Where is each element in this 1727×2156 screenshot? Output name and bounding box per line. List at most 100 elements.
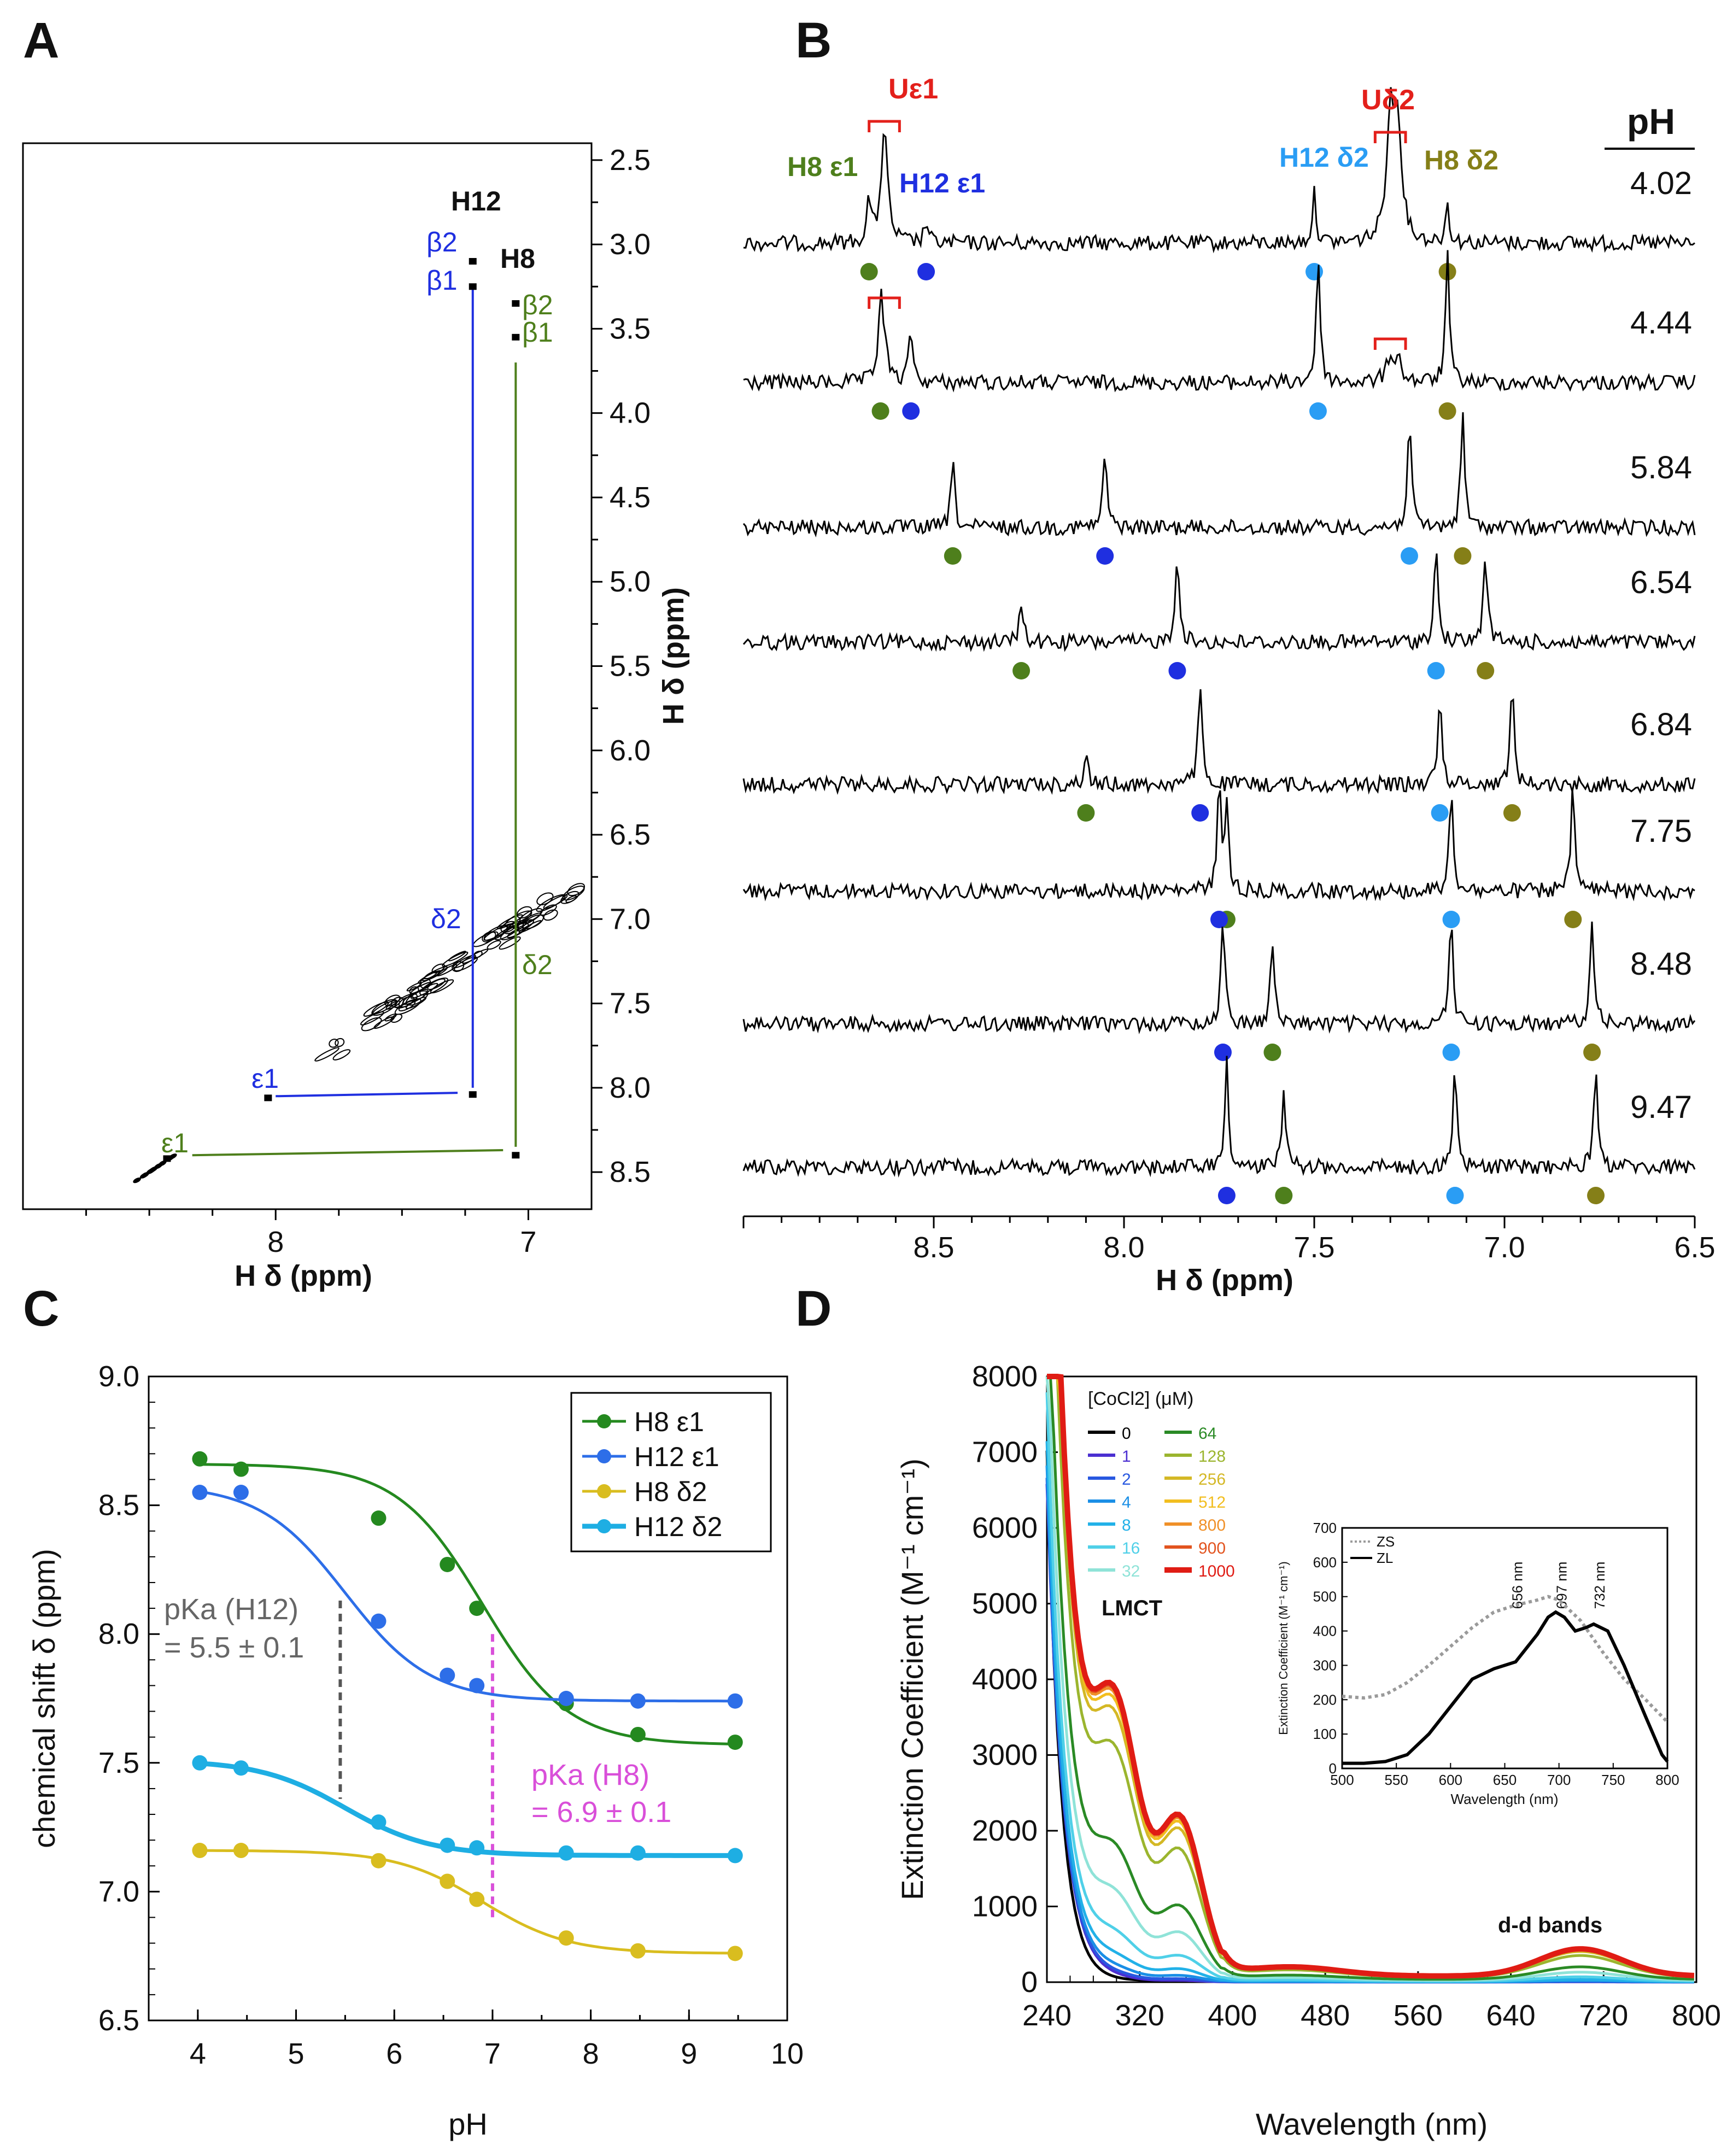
panel-label-b: B xyxy=(795,13,832,68)
diagonal-contour xyxy=(406,982,422,992)
panel-d-x-tick-label: 720 xyxy=(1579,1999,1628,2032)
data-point-3 xyxy=(630,1845,646,1861)
panel-b-x-label: H δ (ppm) xyxy=(1156,1264,1293,1297)
diagonal-contour xyxy=(454,956,478,971)
peak-marker-h12d2 xyxy=(1442,1044,1460,1061)
diagonal-contour xyxy=(499,936,521,950)
peak-marker-h8d2 xyxy=(1503,804,1521,822)
panel-a-y-tick-label: 2.5 xyxy=(610,144,651,177)
diagonal-contour xyxy=(424,970,438,980)
panel-d-y-tick-label: 6000 xyxy=(972,1511,1038,1544)
inset-y-tick-label: 0 xyxy=(1329,1760,1337,1777)
panel-d-y-label: Extinction Coefficient (M⁻¹ cm⁻¹) xyxy=(895,1458,929,1900)
inset-frame xyxy=(1341,1527,1669,1770)
u-d2-bracket xyxy=(1373,337,1407,350)
panel-d-x-tick-label: 240 xyxy=(1022,1999,1072,2032)
cross-peak xyxy=(264,1094,272,1102)
data-point-1 xyxy=(469,1678,485,1694)
panel-c-y-tick-label: 8.5 xyxy=(98,1489,139,1522)
legend-label-11: 800 xyxy=(1198,1516,1226,1534)
diagonal-contour xyxy=(442,951,469,967)
h12-b2-label: β2 xyxy=(426,227,458,257)
spectrum-ph-label: 7.75 xyxy=(1630,813,1692,849)
diagonal-contour xyxy=(332,1049,351,1061)
panel-c-frame xyxy=(148,1375,788,2022)
panel-a-x-tick-label: 7 xyxy=(520,1226,536,1258)
panel-b-tick-label: 8.0 xyxy=(1103,1231,1144,1264)
label-u-d2: Uδ2 xyxy=(1361,84,1415,116)
panel-b-1d-spectra: 4.02 4.44 5.84 6.54 6.84 7.75 8.48 9.47 H8 ε1 H12… xyxy=(742,73,1716,1297)
inset-x-tick-label: 600 xyxy=(1439,1772,1462,1788)
inset-y-tick-label: 200 xyxy=(1313,1691,1337,1708)
cross-peak xyxy=(469,257,477,265)
legend-label-1: H12 ε1 xyxy=(634,1442,719,1472)
data-point-2 xyxy=(469,1891,485,1907)
legend-label-5: 16 xyxy=(1122,1539,1140,1557)
legend-label-2: 2 xyxy=(1122,1470,1131,1489)
diagonal-contour xyxy=(536,894,566,912)
panel-c-legend: H8 ε1 H12 ε1 H8 δ2 H12 δ2 xyxy=(570,1392,772,1552)
legend-marker-1 xyxy=(597,1449,611,1463)
peak-marker-h12d2 xyxy=(1427,662,1445,679)
inset-x-tick-label: 700 xyxy=(1547,1772,1571,1788)
inset-x-label: Wavelength (nm) xyxy=(1451,1791,1559,1807)
data-point-2 xyxy=(371,1853,387,1868)
panel-d-series xyxy=(1045,1374,1695,1984)
inset-y-label: Extinction Coefficient (M⁻¹ cm⁻¹) xyxy=(1277,1561,1290,1735)
peak-marker-h8e1 xyxy=(1263,1044,1281,1061)
h8-label: H8 xyxy=(500,243,535,274)
diagonal-contour xyxy=(562,886,585,901)
data-point-1 xyxy=(630,1693,646,1709)
inset-legend-label-0: ZS xyxy=(1377,1533,1395,1550)
pka-h12-label-2: = 5.5 ± 0.1 xyxy=(164,1631,304,1664)
spectrum-ph-label: 9.47 xyxy=(1630,1089,1692,1125)
panel-a-y-tick-label: 5.5 xyxy=(610,649,651,682)
label-h12-d2: H12 δ2 xyxy=(1279,142,1369,173)
h12-e1-label: ε1 xyxy=(251,1063,279,1094)
data-point-1 xyxy=(233,1485,249,1501)
u-e1-bracket xyxy=(868,120,901,132)
data-point-3 xyxy=(233,1760,249,1776)
data-point-1 xyxy=(440,1667,455,1683)
h8-b1-label: β1 xyxy=(522,317,553,348)
data-point-2 xyxy=(630,1943,646,1959)
panel-a-y-tick-label: 6.0 xyxy=(610,734,651,767)
panel-c-x-tick-label: 4 xyxy=(190,2037,206,2070)
diagonal-contour xyxy=(453,954,476,969)
data-point-1 xyxy=(192,1485,208,1501)
inset-y-tick-label: 400 xyxy=(1313,1623,1337,1639)
panel-a-frame xyxy=(22,142,593,1210)
peak-marker-h12e1 xyxy=(1168,662,1186,679)
diagonal-contour xyxy=(384,994,401,1006)
data-point-2 xyxy=(727,1946,743,1961)
panel-b-x-axis: 8.5 8.0 7.5 7.0 6.5 xyxy=(742,1215,1716,1264)
spectrum-line xyxy=(742,788,1695,901)
inset-x-tick-label: 500 xyxy=(1330,1772,1354,1788)
diagonal-contour xyxy=(361,1017,382,1032)
panel-c-y-tick-label: 6.5 xyxy=(98,2004,139,2037)
spectrum-ph-label: 6.54 xyxy=(1630,565,1692,600)
data-point-3 xyxy=(469,1840,485,1856)
panel-d-y-tick-label: 0 xyxy=(1021,1966,1038,1999)
diagonal-contour xyxy=(487,940,501,950)
spectrum-line xyxy=(743,87,1695,254)
peak-marker-h8d2 xyxy=(1477,662,1495,679)
panel-a-y-tick-label: 5.0 xyxy=(610,565,651,598)
data-point-2 xyxy=(233,1843,249,1859)
inset-y-tick-label: 300 xyxy=(1313,1657,1337,1673)
panel-b-tick-label: 8.5 xyxy=(913,1231,954,1264)
diagonal-contour xyxy=(473,951,483,958)
pka-h12-label-1: pKa (H12) xyxy=(164,1593,298,1626)
pka-h8-label-1: pKa (H8) xyxy=(531,1759,649,1791)
legend-marker-2 xyxy=(597,1484,611,1498)
panel-a-y-tick-label: 6.5 xyxy=(610,818,651,851)
diagonal-contour xyxy=(497,914,523,929)
cross-peak xyxy=(512,300,520,307)
diagonal-contour xyxy=(522,914,544,929)
panel-d-y-tick-label: 2000 xyxy=(972,1814,1038,1847)
diagonal-contour xyxy=(543,909,558,921)
panel-b-tick-label: 7.0 xyxy=(1484,1231,1525,1264)
h8-e1-horizontal-line xyxy=(192,1149,504,1157)
